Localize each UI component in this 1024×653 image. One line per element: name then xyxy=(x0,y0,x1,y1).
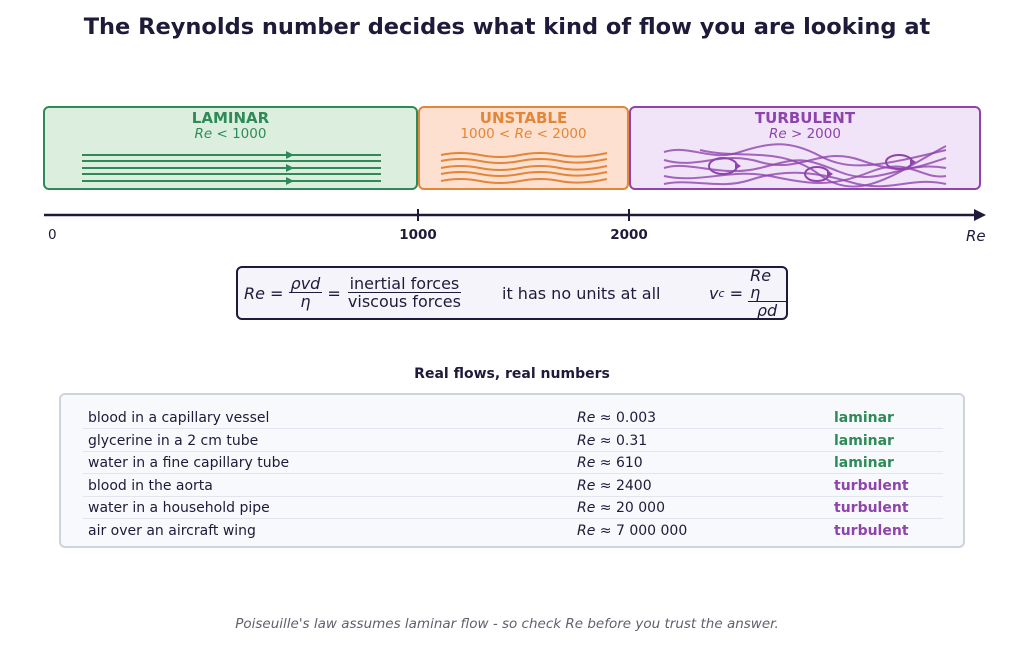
reynolds-value: Re ≈ 20 000 xyxy=(577,500,665,516)
row-divider xyxy=(83,450,943,452)
flow-description: water in a household pipe xyxy=(88,500,270,516)
units-note: it has no units at all xyxy=(502,284,661,303)
laminar-label: LAMINAR xyxy=(191,109,270,127)
formula-box: Re = ρvd η = inertial forces viscous force… xyxy=(236,266,788,320)
row-divider xyxy=(83,495,943,497)
table-row: air over an aircraft wing Re ≈ 7 000 000 t… xyxy=(83,520,943,542)
reynolds-value: Re ≈ 0.003 xyxy=(577,410,657,426)
unstable-range: 1000 < Re < 2000 xyxy=(460,126,587,142)
flow-kind: turbulent xyxy=(834,477,909,494)
flow-kind: laminar xyxy=(834,432,894,449)
axis-tick-1000: 1000 xyxy=(399,227,437,243)
table-title: Real flows, real numbers xyxy=(414,366,610,382)
turbulent-label: TURBULENT xyxy=(754,109,856,127)
unstable-label: UNSTABLE xyxy=(479,109,568,127)
row-divider xyxy=(83,518,943,519)
reynolds-axis xyxy=(44,209,986,221)
row-divider xyxy=(83,428,943,429)
flow-description: glycerine in a 2 cm tube xyxy=(88,432,259,449)
axis-origin-label: 0 xyxy=(48,227,57,243)
table-row: glycerine in a 2 cm tube Re ≈ 0.31 laminar xyxy=(83,430,943,452)
flow-kind: laminar xyxy=(834,410,894,426)
table-row: water in a fine capillary tube Re ≈ 610 la… xyxy=(83,452,943,474)
laminar-regime-box: LAMINAR Re < 1000 xyxy=(43,106,418,190)
turbulent-range: Re > 2000 xyxy=(769,126,841,142)
laminar-range: Re < 1000 xyxy=(194,126,267,142)
flow-description: air over an aircraft wing xyxy=(88,522,256,539)
axis-label: Re xyxy=(966,227,986,245)
flow-kind: laminar xyxy=(834,455,894,471)
page-title: The Reynolds number decides what kind of… xyxy=(83,14,931,40)
footer-note: Poiseuille's law assumes laminar flow - … xyxy=(235,616,779,632)
reynolds-value: Re ≈ 7 000 000 xyxy=(577,522,688,539)
table-row: water in a household pipe Re ≈ 20 000 turb… xyxy=(83,497,943,519)
flow-kind: turbulent xyxy=(834,500,909,516)
turbulent-eddies-icon xyxy=(663,143,947,188)
examples-table: blood in a capillary vessel Re ≈ 0.003 lam… xyxy=(59,393,965,548)
unstable-regime-box: UNSTABLE 1000 < Re < 2000 xyxy=(418,106,629,190)
table-row: blood in the aorta Re ≈ 2400 turbulent xyxy=(83,475,943,497)
flow-description: water in a fine capillary tube xyxy=(88,455,290,471)
unstable-wavy-lines-icon xyxy=(440,152,608,184)
flow-description: blood in the aorta xyxy=(88,477,213,494)
axis-tick-2000: 2000 xyxy=(610,227,648,243)
reynolds-definition: Re = ρvd η = inertial forces viscous force… xyxy=(244,274,462,311)
flow-description: blood in a capillary vessel xyxy=(88,410,270,426)
row-divider xyxy=(83,473,943,474)
laminar-streamlines-icon xyxy=(82,151,381,185)
reynolds-value: Re ≈ 610 xyxy=(577,455,643,471)
table-row: blood in a capillary vessel Re ≈ 0.003 lam… xyxy=(83,407,943,429)
reynolds-value: Re ≈ 2400 xyxy=(577,477,652,494)
flow-kind: turbulent xyxy=(834,522,909,539)
reynolds-value: Re ≈ 0.31 xyxy=(577,432,648,449)
